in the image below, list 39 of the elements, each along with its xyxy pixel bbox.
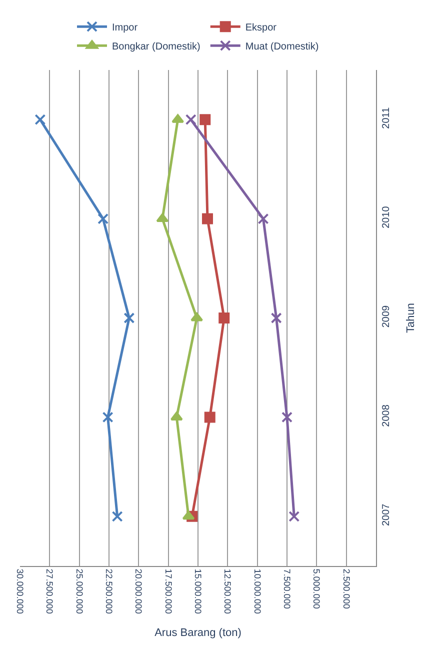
x-tick-label: 25.000.000 xyxy=(74,568,84,614)
x-tick-label: 20.000.000 xyxy=(134,568,144,614)
x-tick-label: 15.000.000 xyxy=(193,568,204,614)
y-tick-label: 2011 xyxy=(381,106,392,129)
point xyxy=(102,412,114,423)
point xyxy=(288,510,300,522)
x-tick-label: 10.000.000 xyxy=(252,568,262,614)
x-tick-label: 5.000.000 xyxy=(312,568,322,609)
x-axis-title: Arus Barang (ton) xyxy=(154,627,242,640)
legend-label: Bongkar (Domestik) xyxy=(112,41,200,52)
y-tick-label: 2010 xyxy=(381,206,392,228)
point xyxy=(156,213,169,222)
x-tick-label: 7.500.000 xyxy=(282,568,292,609)
y-tick-label: 2008 xyxy=(381,404,392,427)
x-tick-label: 22.500.000 xyxy=(104,568,114,614)
point xyxy=(270,312,282,324)
x-tick-label: 17.500.000 xyxy=(163,568,174,614)
x-tick-label: 12.500.000 xyxy=(222,568,233,614)
y-tick-label: 2009 xyxy=(381,304,392,328)
point xyxy=(185,114,196,126)
point xyxy=(34,114,46,126)
y-tick-label: 2007 xyxy=(381,503,392,526)
x-tick-label: 30.000.000 xyxy=(15,568,26,614)
point xyxy=(124,312,135,324)
point xyxy=(218,312,230,324)
point xyxy=(112,510,123,522)
point xyxy=(204,412,216,423)
x-tick-label: 27.500.000 xyxy=(44,568,55,614)
point xyxy=(182,510,195,520)
legend-label: Impor xyxy=(112,22,138,34)
point xyxy=(98,213,109,224)
point xyxy=(282,412,292,423)
legend-label: Muat (Domestik) xyxy=(245,41,319,52)
legend-label: Ekspor xyxy=(245,22,278,34)
x-tick-label: 2.500.000 xyxy=(341,568,352,609)
point xyxy=(258,213,269,224)
y-axis-title: Tahun xyxy=(405,303,418,333)
point xyxy=(202,213,213,224)
point xyxy=(200,114,211,126)
